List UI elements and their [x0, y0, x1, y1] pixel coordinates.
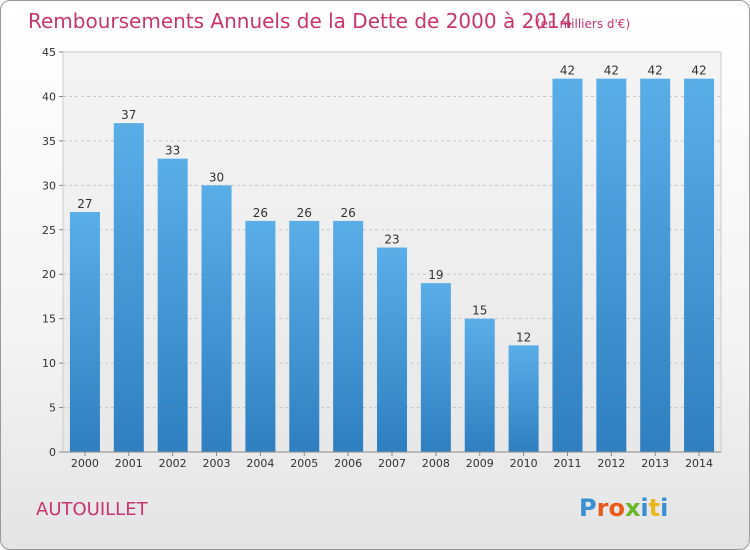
value-label-2002: 33: [165, 144, 180, 158]
bar-2011: [552, 78, 583, 453]
logo-letter: i: [660, 494, 668, 522]
logo-letter: t: [649, 494, 660, 522]
bar-2003: [201, 185, 232, 453]
logo-letter: i: [640, 494, 648, 522]
value-label-2001: 37: [121, 108, 136, 122]
x-tick-label-2013: 2013: [641, 457, 669, 470]
x-tick-label-2009: 2009: [466, 457, 494, 470]
x-tick-label-2014: 2014: [685, 457, 713, 470]
bar-2001: [113, 123, 144, 452]
x-tick-label-2006: 2006: [334, 457, 362, 470]
logo-letter: x: [625, 494, 641, 522]
y-tick-label: 20: [42, 268, 56, 281]
value-label-2007: 23: [384, 233, 399, 247]
value-label-2010: 12: [516, 330, 531, 344]
y-tick-label: 10: [42, 357, 56, 370]
value-label-2003: 30: [209, 170, 224, 184]
x-tick-label-2011: 2011: [553, 457, 581, 470]
logo-letter: r: [597, 494, 609, 522]
value-label-2012: 42: [604, 64, 619, 78]
bar-2008: [420, 283, 451, 452]
x-tick-label-2002: 2002: [159, 457, 187, 470]
y-tick-label: 25: [42, 224, 56, 237]
chart-subtitle: (en milliers d'€): [536, 17, 630, 31]
bar-2014: [684, 78, 715, 453]
x-tick-label-2007: 2007: [378, 457, 406, 470]
value-label-2004: 26: [253, 206, 268, 220]
y-axis: 0 5 10 15 20 25 30 35 40 45: [42, 46, 63, 459]
y-tick-label: 15: [42, 313, 56, 326]
logo-letter: o: [608, 494, 625, 522]
x-tick-label-2012: 2012: [597, 457, 625, 470]
value-label-2013: 42: [648, 64, 663, 78]
bar-2000: [69, 212, 100, 452]
bar-2005: [289, 220, 320, 452]
bars: 27 37 33 30 26 26 26 23 19 15 12 42 42 42 42: [69, 64, 715, 453]
y-tick-label: 40: [42, 90, 56, 103]
value-label-2005: 26: [297, 206, 312, 220]
proxiti-logo: Proxiti: [579, 494, 668, 522]
value-label-2008: 19: [428, 268, 443, 282]
y-tick-label: 5: [49, 402, 56, 415]
logo-letter: P: [579, 494, 597, 522]
y-tick-label: 35: [42, 135, 56, 148]
x-tick-label-2004: 2004: [246, 457, 274, 470]
x-tick-label-2005: 2005: [290, 457, 318, 470]
bar-2007: [377, 247, 407, 452]
value-label-2011: 42: [560, 64, 575, 78]
value-label-2006: 26: [340, 206, 355, 220]
x-axis: 2000 2001 2002 2003 2004 2005 2006 2007 2008 2009…: [63, 451, 721, 470]
y-tick-label: 30: [42, 179, 56, 192]
bar-2012: [596, 78, 627, 453]
bar-2009: [464, 318, 495, 452]
bar-2010: [508, 345, 539, 452]
bar-2006: [333, 220, 364, 452]
x-tick-label-2008: 2008: [422, 457, 450, 470]
bar-2004: [245, 220, 276, 452]
y-tick-label: 45: [42, 46, 56, 59]
x-tick-label-2001: 2001: [115, 457, 143, 470]
chart-title: Remboursements Annuels de la Dette de 20…: [28, 9, 572, 33]
value-label-2000: 27: [77, 197, 92, 211]
x-tick-label-2000: 2000: [71, 457, 99, 470]
value-label-2009: 15: [472, 304, 487, 318]
bar-2002: [157, 158, 188, 452]
value-label-2014: 42: [691, 64, 706, 78]
x-tick-label-2010: 2010: [510, 457, 538, 470]
bar-2013: [640, 78, 671, 453]
y-tick-label: 0: [49, 446, 56, 459]
town-name: AUTOUILLET: [36, 499, 149, 520]
x-tick-label-2003: 2003: [203, 457, 231, 470]
